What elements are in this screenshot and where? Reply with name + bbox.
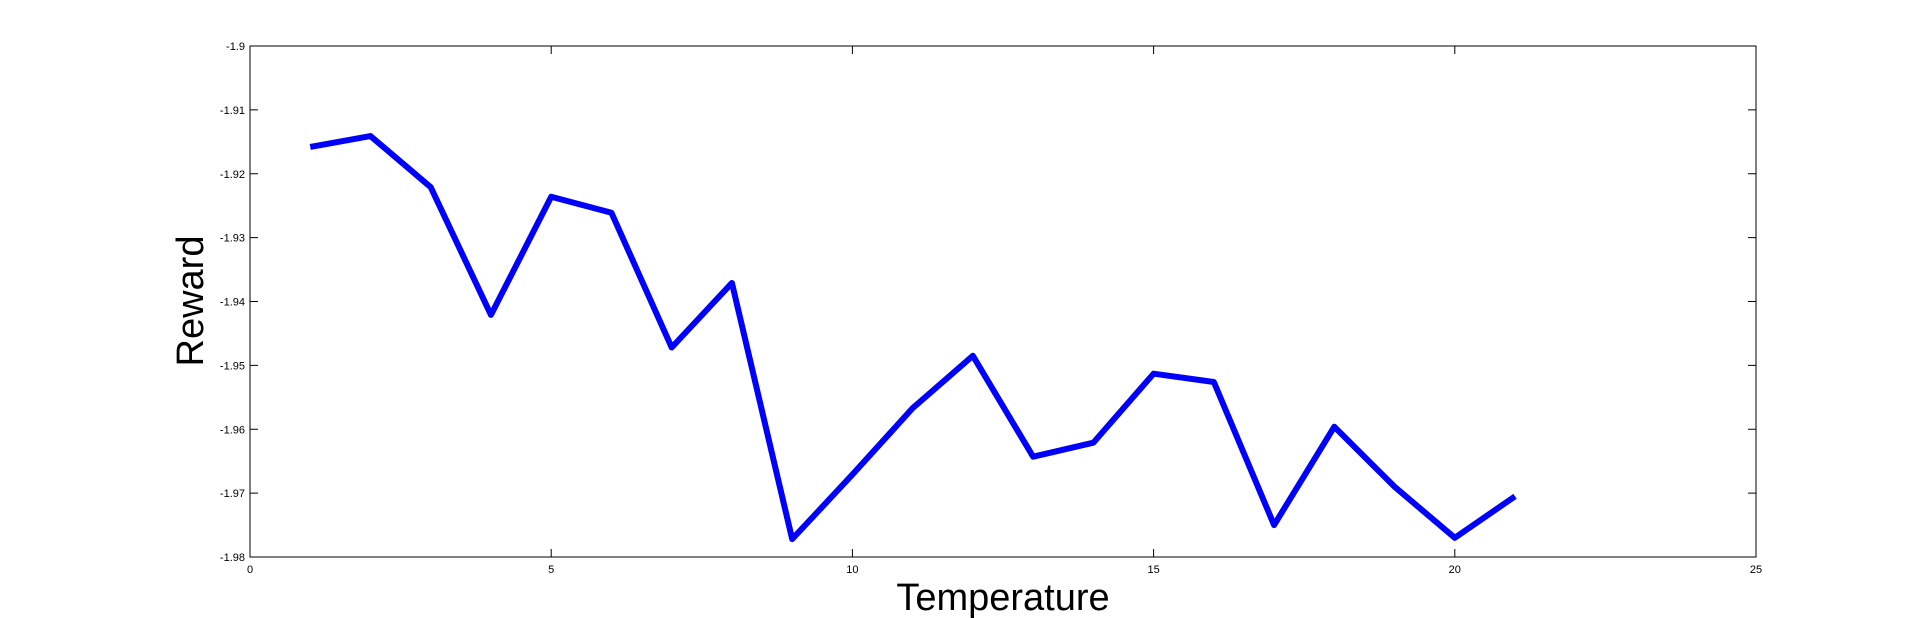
axis-tick-labels: 0 5 10 15 20 25 -1.98 -1.97 -1.96 -1.95 -1.94 -1.93… (220, 41, 1762, 576)
y-tick-label: -1.91 (220, 105, 245, 117)
y-tick-label: -1.94 (220, 297, 245, 309)
y-tick-label: -1.98 (220, 552, 245, 564)
plot-area (249, 45, 1757, 558)
x-tick-label: 15 (1147, 564, 1159, 576)
x-tick-label: 20 (1449, 564, 1461, 576)
y-tick-label: -1.95 (220, 360, 245, 372)
series-points (310, 135, 1516, 540)
y-tick-label: -1.9 (226, 41, 245, 53)
y-axis-title: Reward (170, 236, 212, 367)
x-tick-label: 0 (247, 564, 253, 576)
y-tick-label: -1.93 (220, 233, 245, 245)
x-tick-label: 25 (1750, 564, 1762, 576)
y-tick-label: -1.96 (220, 424, 245, 436)
x-tick-label: 10 (846, 564, 858, 576)
x-tick-label: 5 (548, 564, 554, 576)
axis-ticks (249, 45, 1757, 558)
x-axis-title: Temperature (896, 577, 1109, 618)
y-tick-label: -1.97 (220, 488, 245, 500)
y-tick-label: -1.92 (220, 169, 245, 181)
